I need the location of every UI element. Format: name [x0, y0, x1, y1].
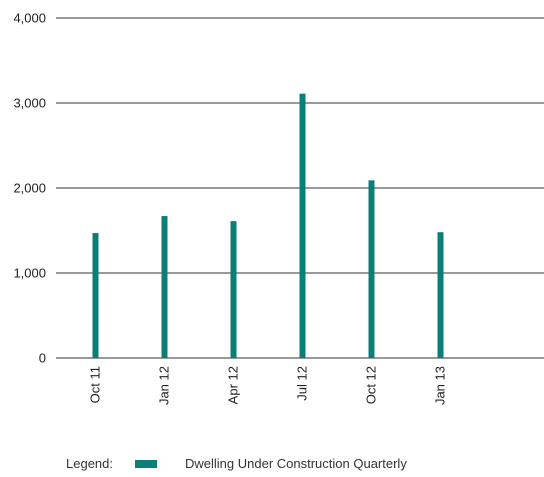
- x-tick-label: Apr 12: [226, 366, 241, 404]
- bar: [161, 216, 168, 358]
- bar: [368, 180, 375, 358]
- y-tick-label: 3,000: [13, 96, 46, 111]
- x-tick-label: Oct 12: [364, 366, 379, 404]
- y-tick-label: 4,000: [13, 11, 46, 26]
- bar: [437, 232, 444, 358]
- bar-chart: 0 1,000 2,000 3,000 4,000 Oct 11 Jan 12 Apr 12…: [13, 11, 544, 405]
- legend-series-name: Dwelling Under Construction Quarterly: [185, 456, 407, 471]
- bars: [92, 93, 444, 359]
- y-tick-label: 1,000: [13, 266, 46, 281]
- y-tick-label: 0: [39, 351, 46, 366]
- x-axis-ticks: Oct 11 Jan 12 Apr 12 Jul 12 Oct 12 Jan 13: [88, 366, 448, 405]
- legend-swatch: [135, 460, 157, 468]
- bar: [230, 221, 237, 358]
- x-tick-label: Jul 12: [295, 366, 310, 401]
- bar: [299, 93, 306, 359]
- y-axis-ticks: 0 1,000 2,000 3,000 4,000: [13, 11, 46, 366]
- legend: Legend: Dwelling Under Construction Quar…: [66, 456, 407, 472]
- bar: [92, 233, 99, 358]
- legend-label: Legend:: [66, 456, 113, 471]
- x-tick-label: Jan 13: [433, 366, 448, 405]
- x-tick-label: Jan 12: [157, 366, 172, 405]
- x-tick-label: Oct 11: [88, 366, 103, 403]
- y-tick-label: 2,000: [13, 181, 46, 196]
